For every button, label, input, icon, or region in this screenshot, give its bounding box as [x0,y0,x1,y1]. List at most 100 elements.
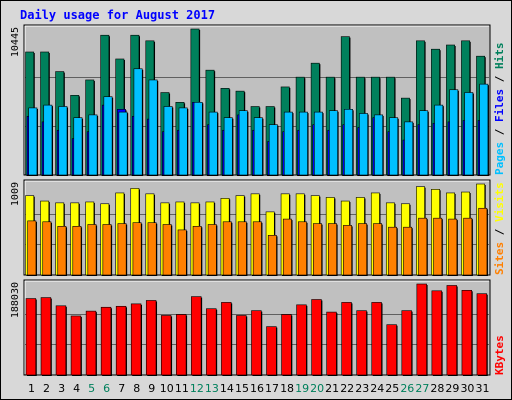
x-tick-label-15: 15 [235,382,249,395]
bar-sites-day-3-fill [57,225,67,276]
x-tick-label-10: 10 [160,382,174,395]
bar-sites-day-13 [207,224,218,276]
bar-kbytes-day-9-fill [145,300,157,376]
bar-pages-day-18 [283,111,294,176]
bar-pages-day-9-fill [148,79,158,176]
bar-kbytes-day-8-fill [130,303,142,376]
bar-pages-day-19 [298,111,309,176]
bar-kbytes-day-3-fill [55,305,67,376]
x-tick-label-22: 22 [340,382,354,395]
bar-kbytes-day-23 [356,310,368,376]
x-tick-label-1: 1 [28,382,35,395]
bar-pages-day-9 [148,79,159,176]
x-tick-label-19: 19 [295,382,309,395]
bar-sites-day-22 [343,225,353,276]
bar-kbytes-day-22-fill [341,302,352,376]
bar-kbytes-day-23-fill [356,310,367,376]
bar-kbytes-day-16-fill [251,310,262,376]
bar-pages-day-5-fill [88,114,98,176]
bar-kbytes-day-28-fill [431,290,442,376]
bar-kbytes-day-30-fill [461,290,473,376]
bar-sites-day-23-fill [358,223,367,276]
bar-kbytes-day-12-fill [191,296,202,376]
bar-sites-day-16 [252,221,263,276]
bar-kbytes-day-9 [145,300,158,376]
bar-kbytes-day-2 [40,297,52,376]
bar-sites-day-21-fill [328,223,337,276]
bar-kbytes-day-10-fill [160,315,172,376]
x-tick-label-27: 27 [415,382,429,395]
x-tick-label-28: 28 [430,382,444,395]
bar-pages-day-20 [314,111,324,176]
bar-sites-day-28 [433,217,443,276]
bar-pages-day-3 [58,106,69,176]
bar-pages-day-17 [268,124,279,176]
bar-sites-day-9 [147,222,158,276]
bar-pages-day-30 [464,92,474,176]
bar-sites-day-27 [418,217,428,276]
bar-pages-day-7-fill [118,111,128,176]
bar-kbytes-day-4-fill [70,315,82,376]
bar-pages-day-31-fill [479,83,489,176]
bar-kbytes-day-8 [130,303,142,376]
bar-pages-day-12 [193,102,204,176]
bar-sites-day-7-fill [117,223,127,276]
bar-sites-day-5-fill [87,224,97,276]
bar-kbytes-day-19 [296,304,308,376]
bar-pages-day-1 [28,107,38,176]
bar-sites-day-25 [388,226,398,276]
bar-pages-day-10 [163,106,174,176]
legend-entry-kbytes: KBytes [493,335,506,375]
x-tick-label-25: 25 [385,382,399,395]
bar-sites-day-26-fill [403,226,413,276]
bar-kbytes-day-10 [160,315,173,376]
bar-sites-day-4-fill [72,225,82,276]
legend-entry-hits: Hits [493,43,506,70]
legend-entry-visits: Visits [493,182,506,222]
x-tick-label-16: 16 [250,382,264,395]
bar-sites-day-21 [328,223,338,276]
bar-sites-day-2-fill [42,221,52,276]
legend-entry-files: Files [493,89,506,122]
x-tick-label-20: 20 [310,382,324,395]
bar-kbytes-day-15 [236,315,248,376]
bar-sites-day-1-fill [27,220,37,276]
bar-sites-day-30-fill [463,217,473,276]
bar-kbytes-day-24 [371,302,383,376]
x-tick-label-29: 29 [445,382,459,395]
bar-kbytes-day-27 [416,283,428,376]
bar-kbytes-day-24-fill [371,302,382,376]
bar-pages-day-26-fill [404,121,414,176]
bar-pages-day-17-fill [268,124,278,176]
bar-pages-day-11 [178,107,189,176]
x-tick-label-30: 30 [460,382,474,395]
legend-separator: / [493,122,506,142]
bar-sites-day-16-fill [252,221,262,276]
bar-pages-day-30-fill [464,92,474,176]
bar-pages-day-8-fill [133,68,143,176]
bar-sites-day-19-fill [297,221,307,276]
bar-kbytes-day-27-fill [416,283,427,376]
bar-pages-day-16-fill [253,117,263,176]
bar-pages-day-1-fill [28,107,38,176]
x-tick-label-31: 31 [475,382,489,395]
bar-kbytes-day-16 [251,310,263,376]
bar-kbytes-day-2-fill [40,297,52,376]
legend-entry-sites: Sites [493,242,506,275]
bar-sites-day-18 [282,218,293,276]
bar-sites-day-1 [27,220,37,276]
bar-kbytes-day-26 [401,310,413,376]
bar-sites-day-12 [192,225,203,276]
chart-title: Daily usage for August 2017 [20,8,215,22]
bar-pages-day-19-fill [298,111,308,176]
bar-pages-day-24-fill [374,114,384,176]
bar-kbytes-day-20 [311,299,323,376]
bar-pages-day-18-fill [283,111,293,176]
bar-kbytes-day-20-fill [311,299,322,376]
bar-sites-day-25-fill [388,226,398,276]
x-tick-label-9: 9 [148,382,155,395]
bar-kbytes-day-14-fill [221,302,232,376]
bar-sites-day-11-fill [177,229,187,276]
bar-kbytes-day-26-fill [401,310,412,376]
